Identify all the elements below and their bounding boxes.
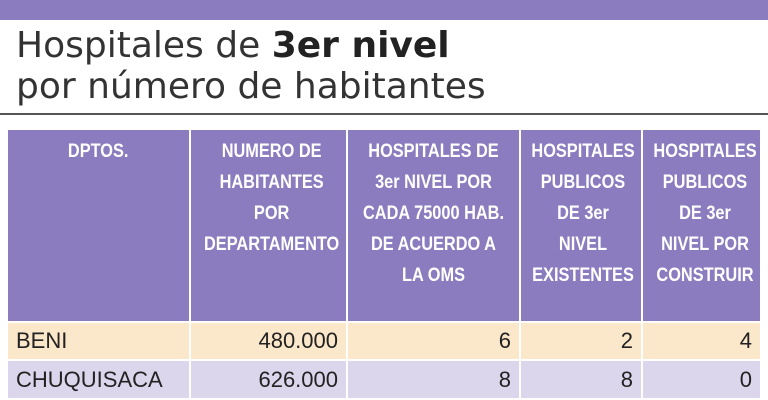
table-header-row: DPTOS. NUMERO DE HABITANTES POR DEPARTAM… — [8, 130, 760, 322]
cell-dpto: BENI — [8, 321, 190, 360]
cell-oms: 6 — [346, 321, 520, 360]
column-header-oms: HOSPITALES DE 3er NIVEL POR CADA 75000 H… — [346, 130, 520, 322]
cell-oms: 8 — [346, 359, 520, 398]
title-divider — [0, 113, 768, 115]
table-row: CHUQUISACA 626.000 8 8 0 — [8, 359, 760, 398]
column-header-existentes: HOSPITALES PUBLICOS DE 3er NIVEL EXISTEN… — [519, 130, 642, 322]
cell-habitantes: 626.000 — [189, 359, 347, 398]
column-header-por-construir: HOSPITALES PUBLICOS DE 3er NIVEL POR CON… — [641, 130, 760, 322]
table-row: BENI 480.000 6 2 4 — [8, 321, 760, 360]
title-bold: 3er nivel — [271, 25, 450, 66]
cell-por-construir: 0 — [641, 359, 760, 398]
page-title: Hospitales de 3er nivel — [16, 26, 450, 66]
cell-por-construir: 4 — [641, 321, 760, 360]
column-header-dptos: DPTOS. — [8, 130, 190, 322]
cell-existentes: 8 — [519, 359, 642, 398]
title-prefix: Hospitales de — [16, 25, 272, 66]
cell-dpto: CHUQUISACA — [8, 359, 190, 398]
cell-existentes: 2 — [519, 321, 642, 360]
cell-habitantes: 480.000 — [189, 321, 347, 360]
page-subtitle: por número de habitantes — [16, 66, 486, 107]
hospitals-table: DPTOS. NUMERO DE HABITANTES POR DEPARTAM… — [8, 130, 760, 398]
top-color-band — [0, 0, 768, 20]
column-header-habitantes: NUMERO DE HABITANTES POR DEPARTAMENTO — [189, 130, 347, 322]
